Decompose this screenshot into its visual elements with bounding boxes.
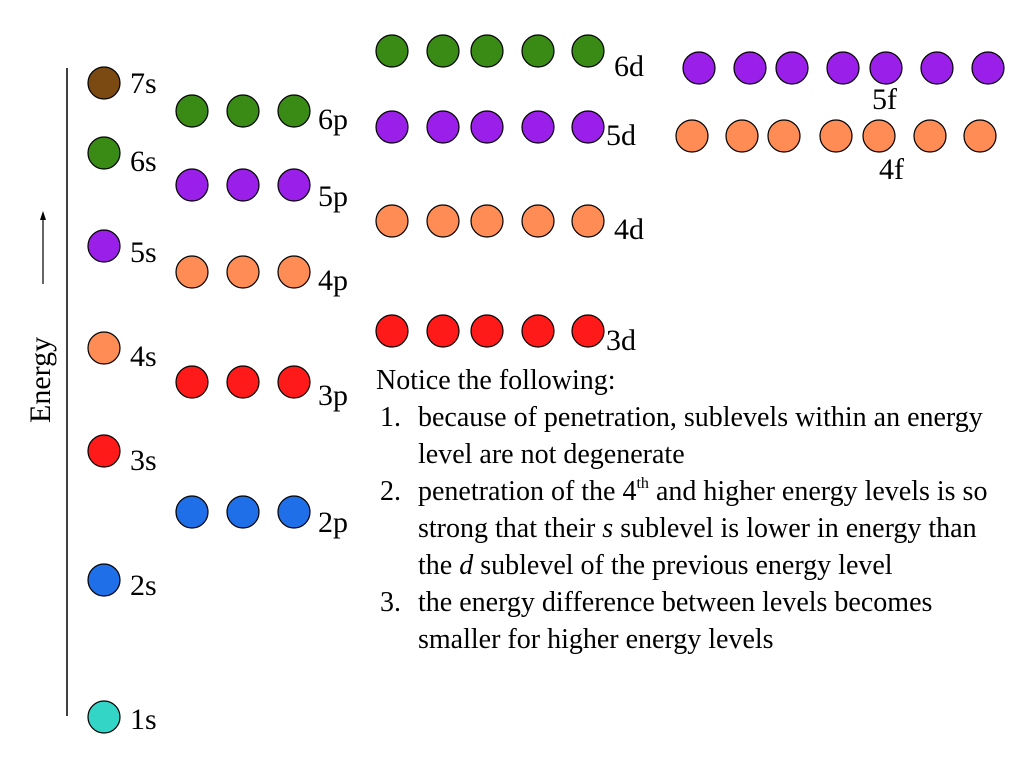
note-item-3: 3. the energy difference between levels … <box>376 584 1016 658</box>
orbital-4f-3 <box>767 119 801 153</box>
sublevel-label-4d: 4d <box>614 213 644 246</box>
orbital-7s-1 <box>87 66 121 100</box>
energy-axis-label: Energy <box>24 336 57 423</box>
sublevel-label-4p: 4p <box>318 264 348 297</box>
sublevel-label-5s: 5s <box>130 236 157 269</box>
orbital-6s-1 <box>87 136 121 170</box>
note-item-1: 1. because of penetration, sublevels wit… <box>376 399 1016 473</box>
orbital-5d-2 <box>426 110 460 144</box>
orbital-4f-6 <box>913 119 947 153</box>
sublevel-label-6p: 6p <box>318 103 348 136</box>
orbital-5f-1 <box>682 51 716 85</box>
orbital-circles <box>87 34 1005 734</box>
note-number: 3. <box>380 587 401 618</box>
sublevel-label-3p: 3p <box>318 379 348 412</box>
orbital-2p-3 <box>277 495 311 529</box>
note-text-part: sublevel of the previous energy level <box>473 550 893 581</box>
orbital-4d-4 <box>521 204 555 238</box>
orbital-4p-1 <box>175 255 209 289</box>
notes-intro: Notice the following: <box>376 365 616 396</box>
orbital-4d-5 <box>571 204 605 238</box>
orbital-5p-2 <box>226 168 260 202</box>
orbital-3s-1 <box>87 434 121 468</box>
note-superscript: th <box>636 475 649 492</box>
notes-panel: Notice the following: 1. because of pene… <box>376 362 1016 658</box>
sublevel-label-3s: 3s <box>130 444 157 477</box>
note-italic-d: d <box>459 550 474 581</box>
orbital-3d-4 <box>521 314 555 348</box>
sublevel-label-5p: 5p <box>318 180 348 213</box>
note-number: 2. <box>380 476 401 507</box>
orbital-4f-4 <box>819 119 853 153</box>
orbital-5f-6 <box>920 51 954 85</box>
orbital-6d-1 <box>375 34 409 68</box>
note-item-2: 2. penetration of the 4th and higher ene… <box>376 473 1016 584</box>
orbital-2p-1 <box>175 495 209 529</box>
orbital-4f-2 <box>725 119 759 153</box>
orbital-5d-1 <box>375 110 409 144</box>
sublevel-label-6s: 6s <box>130 145 157 178</box>
orbital-5d-4 <box>521 110 555 144</box>
sublevel-label-6d: 6d <box>614 50 644 83</box>
note-text: because of penetration, sublevels within… <box>418 402 983 470</box>
orbital-4p-3 <box>277 255 311 289</box>
sublevel-label-5d: 5d <box>606 119 636 152</box>
orbital-6d-2 <box>426 34 460 68</box>
orbital-2s-1 <box>87 563 121 597</box>
orbital-6d-5 <box>571 34 605 68</box>
sublevel-label-4f: 4f <box>879 153 904 186</box>
orbital-4f-5 <box>862 119 896 153</box>
note-italic-s: s <box>602 513 614 544</box>
orbital-5p-1 <box>175 168 209 202</box>
orbital-4d-1 <box>375 204 409 238</box>
orbital-3d-3 <box>470 314 504 348</box>
orbital-4f-1 <box>675 119 709 153</box>
note-number: 1. <box>380 402 401 433</box>
sublevel-label-2s: 2s <box>130 569 157 602</box>
orbital-5d-3 <box>470 110 504 144</box>
orbital-4s-1 <box>87 331 121 365</box>
orbital-3d-5 <box>571 314 605 348</box>
sublevel-label-3d: 3d <box>606 324 636 357</box>
note-text-part: and higher energy levels is so strong th… <box>418 476 988 544</box>
notes-list: 1. because of penetration, sublevels wit… <box>376 399 1016 658</box>
orbital-3p-3 <box>277 365 311 399</box>
orbital-5f-3 <box>775 51 809 85</box>
orbital-5f-2 <box>733 51 767 85</box>
orbital-5d-5 <box>571 110 605 144</box>
orbital-3d-1 <box>375 314 409 348</box>
orbital-1s-1 <box>87 700 121 734</box>
orbital-5s-1 <box>87 229 121 263</box>
orbital-6p-2 <box>226 94 260 128</box>
sublevel-label-4s: 4s <box>130 340 157 373</box>
note-text-part: penetration of the 4 <box>418 476 637 507</box>
orbital-5f-7 <box>971 51 1005 85</box>
orbital-6d-4 <box>521 34 555 68</box>
orbital-6p-3 <box>277 94 311 128</box>
orbital-6p-1 <box>175 94 209 128</box>
orbital-2p-2 <box>226 495 260 529</box>
orbital-3p-2 <box>226 365 260 399</box>
orbital-3d-2 <box>426 314 460 348</box>
sublevel-label-1s: 1s <box>130 703 157 736</box>
orbital-5f-4 <box>826 51 860 85</box>
orbital-4d-2 <box>426 204 460 238</box>
note-text-part: sublevel is lower in energy than the <box>418 513 977 581</box>
sublevel-label-7s: 7s <box>130 67 157 100</box>
orbital-6d-3 <box>470 34 504 68</box>
note-text: the energy difference between levels bec… <box>418 587 933 655</box>
orbital-4d-3 <box>470 204 504 238</box>
orbital-5f-5 <box>869 51 903 85</box>
sublevel-label-2p: 2p <box>318 506 348 539</box>
orbital-5p-3 <box>277 168 311 202</box>
orbital-4f-7 <box>963 119 997 153</box>
sublevel-label-5f: 5f <box>872 83 897 116</box>
orbital-3p-1 <box>175 365 209 399</box>
energy-arrow-head <box>40 211 46 220</box>
orbital-4p-2 <box>226 255 260 289</box>
